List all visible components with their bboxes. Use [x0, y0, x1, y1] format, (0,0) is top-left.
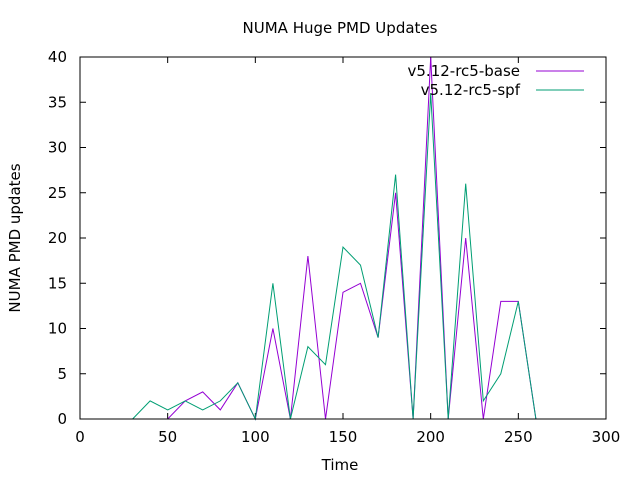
- series-line-1: [132, 93, 537, 421]
- x-tick-label: 200: [416, 428, 445, 446]
- x-tick-label: 0: [75, 428, 85, 446]
- chart-title: NUMA Huge PMD Updates: [243, 19, 438, 37]
- y-axis-label: NUMA PMD updates: [6, 163, 24, 312]
- x-tick-label: 150: [329, 428, 358, 446]
- plot-frame: [79, 56, 607, 420]
- axis-ticks: 0 50 100 150 200 250 300 0 5 10 15 20 25 30 35 40: [48, 48, 620, 446]
- y-tick-label: 25: [48, 184, 67, 202]
- legend-label: v5.12-rc5-spf: [421, 81, 521, 99]
- x-tick-label: 50: [158, 428, 177, 446]
- y-tick-label: 30: [48, 139, 67, 157]
- y-tick-label: 5: [57, 365, 67, 383]
- y-tick-label: 40: [48, 48, 67, 66]
- y-tick-label: 20: [48, 229, 67, 247]
- x-tick-label: 250: [504, 428, 533, 446]
- y-tick-label: 10: [48, 320, 67, 338]
- series-lines: [132, 56, 537, 421]
- y-tick-label: 0: [57, 410, 67, 428]
- y-tick-label: 35: [48, 93, 67, 111]
- x-axis-label: Time: [321, 456, 359, 474]
- series-line-0: [132, 56, 537, 421]
- x-tick-label: 100: [241, 428, 270, 446]
- x-tick-label: 300: [592, 428, 621, 446]
- y-tick-label: 15: [48, 274, 67, 292]
- legend-label: v5.12-rc5-base: [408, 62, 521, 80]
